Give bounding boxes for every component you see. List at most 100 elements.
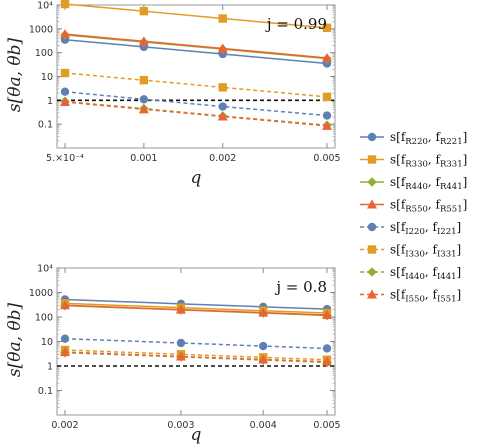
x-axis-label: q xyxy=(191,425,202,445)
series-8 xyxy=(60,97,332,130)
data-point xyxy=(60,347,70,357)
legend-text: s[f xyxy=(390,198,407,212)
legend-item-7: s[fI440, fI441] xyxy=(360,265,461,282)
data-point xyxy=(60,334,70,343)
legend-item-4: s[fR550, fR551] xyxy=(360,198,467,215)
data-point xyxy=(60,68,70,78)
series-line xyxy=(64,351,328,363)
legend-subscript: I551 xyxy=(437,295,457,305)
legend-subscript: I220 xyxy=(405,227,425,237)
data-point xyxy=(322,120,332,130)
legend-swatch-marker xyxy=(367,132,377,142)
legend-text: ] xyxy=(463,153,468,167)
x-tick-label: 0.004 xyxy=(250,420,277,431)
series-line xyxy=(64,3,328,29)
legend-text: ] xyxy=(463,175,468,189)
legend-item-3: s[fR440, fR441] xyxy=(360,175,467,192)
y-tick-label: 1000 xyxy=(29,24,53,35)
legend-text: s[f xyxy=(390,175,407,189)
legend-text: s[f xyxy=(390,130,407,144)
y-tick-label: 10 xyxy=(41,337,53,348)
legend-text: , f xyxy=(425,265,439,279)
legend-label: s[fR330, fR331] xyxy=(390,153,467,170)
legend-swatch-marker xyxy=(367,199,377,209)
legend-subscript: R440 xyxy=(405,182,428,192)
y-tick-label: 1000 xyxy=(29,288,53,299)
legend-text: s[f xyxy=(390,220,407,234)
panel-annotation: j = 0.8 xyxy=(274,278,327,296)
x-tick-label: 0.002 xyxy=(209,153,236,164)
legend-text: ] xyxy=(457,243,462,257)
legend-subscript: R550 xyxy=(405,205,428,215)
data-point xyxy=(139,75,149,85)
series-line xyxy=(64,337,328,350)
y-tick-label: 0.1 xyxy=(38,120,53,131)
legend-swatch-marker xyxy=(367,245,377,254)
legend: s[fR220, fR221]s[fR330, fR331]s[fR440, f… xyxy=(360,130,467,305)
legend-text: ] xyxy=(463,198,468,212)
legend-swatch-marker xyxy=(367,267,377,277)
y-tick-label: 1 xyxy=(47,96,53,107)
data-point xyxy=(217,43,228,53)
legend-label: s[fR440, fR441] xyxy=(390,175,467,192)
series-4 xyxy=(60,29,332,62)
series-7 xyxy=(60,96,332,131)
chart-panel-1: 0.1 1 10 100 1000 10⁴ 5.×10⁻⁴ 0.001 0.002 0.005 j … xyxy=(5,0,341,188)
legend-label: s[fR550, fR551] xyxy=(390,198,467,215)
legend-subscript: I550 xyxy=(405,295,425,305)
y-tick-label: 10 xyxy=(41,72,53,83)
legend-text: , f xyxy=(428,153,442,167)
data-point xyxy=(322,356,332,366)
series-line xyxy=(64,101,328,127)
y-tick-label: 10⁴ xyxy=(37,264,53,275)
legend-subscript: I441 xyxy=(437,272,457,282)
legend-subscript: R330 xyxy=(405,160,428,170)
legend-swatch-marker xyxy=(367,155,377,164)
legend-subscript: R551 xyxy=(440,205,463,215)
series-2 xyxy=(60,0,332,33)
legend-text: ] xyxy=(457,265,462,279)
data-point xyxy=(217,111,228,121)
data-point xyxy=(218,102,227,111)
series-4 xyxy=(60,300,332,320)
data-point xyxy=(175,304,186,314)
series-line xyxy=(64,302,328,314)
legend-subscript: R221 xyxy=(440,137,463,147)
x-axis-label: q xyxy=(191,168,202,188)
series-line xyxy=(64,298,328,310)
data-point xyxy=(139,95,149,104)
series-line xyxy=(64,33,328,59)
legend-text: , f xyxy=(428,198,442,212)
legend-text: , f xyxy=(428,130,442,144)
data-point xyxy=(176,338,186,348)
y-tick-label: 1 xyxy=(47,362,53,373)
y-tick-label: 100 xyxy=(35,48,53,59)
legend-text: s[f xyxy=(390,153,407,167)
data-point xyxy=(322,52,332,62)
legend-text: ] xyxy=(463,130,468,144)
data-point xyxy=(322,92,332,102)
data-point xyxy=(138,104,149,114)
series-1 xyxy=(60,35,332,68)
series-line xyxy=(64,304,328,316)
panel-annotation: j = 0.99 xyxy=(265,15,327,33)
chart-panel-2: 0.1 1 10 100 1000 10⁴ 0.002 0.003 0.004 0.005 j = … xyxy=(5,264,341,446)
y-axis-label: s[θa, θb] xyxy=(5,37,25,112)
legend-text: , f xyxy=(425,220,439,234)
legend-text: , f xyxy=(425,288,439,302)
series-5 xyxy=(60,87,332,120)
legend-text: s[f xyxy=(390,265,407,279)
series-line xyxy=(64,100,328,127)
series-8 xyxy=(60,347,332,366)
data-point xyxy=(322,111,332,120)
data-point xyxy=(322,310,332,320)
data-point xyxy=(60,87,70,96)
legend-subscript: I221 xyxy=(437,227,457,237)
legend-swatch-marker xyxy=(367,289,377,299)
legend-text: , f xyxy=(425,243,439,257)
legend-subscript: R331 xyxy=(440,160,463,170)
legend-subscript: I330 xyxy=(405,250,425,260)
data-point xyxy=(322,344,332,353)
data-point xyxy=(60,29,70,39)
